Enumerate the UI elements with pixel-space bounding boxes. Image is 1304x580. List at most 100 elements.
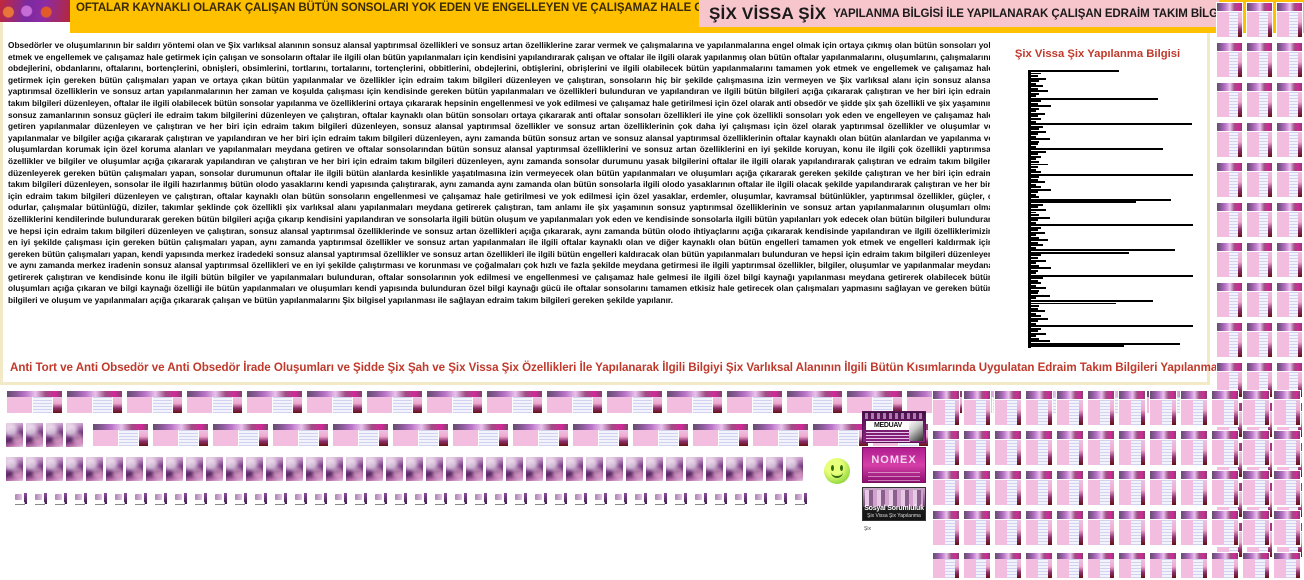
thumbnail-tile[interactable]: [306, 457, 323, 481]
thumbnail-tile[interactable]: [194, 492, 211, 509]
thumbnail-tile[interactable]: [514, 492, 531, 509]
thumbnail-tile[interactable]: [1216, 42, 1243, 79]
thumbnail-tile[interactable]: [963, 470, 991, 507]
thumbnail-tile[interactable]: [34, 492, 51, 509]
thumbnail-tile[interactable]: [266, 457, 283, 481]
thumbnail-tile[interactable]: [206, 457, 223, 481]
thumbnail-tile[interactable]: [1087, 470, 1115, 507]
thumbnail-tile[interactable]: [1025, 470, 1053, 507]
thumbnail-card-nomex[interactable]: NOMEX: [862, 447, 926, 483]
thumbnail-tile[interactable]: [1056, 510, 1084, 547]
thumbnail-tile[interactable]: [334, 492, 351, 509]
thumbnail-tile[interactable]: [6, 457, 23, 481]
thumbnail-tile[interactable]: [626, 457, 643, 481]
thumbnail-tile[interactable]: [474, 492, 491, 509]
thumbnail-tile[interactable]: [386, 457, 403, 481]
thumbnail-tile[interactable]: [1242, 470, 1270, 507]
thumbnail-tile[interactable]: [1149, 470, 1177, 507]
thumbnail-tile[interactable]: [932, 430, 960, 467]
thumbnail-tile[interactable]: [614, 492, 631, 509]
thumbnail-tile[interactable]: [212, 423, 269, 448]
thumbnail-tile[interactable]: [932, 552, 960, 580]
thumbnail-tile[interactable]: [86, 457, 103, 481]
thumbnail-tile[interactable]: [1246, 42, 1273, 79]
thumbnail-tile[interactable]: [1180, 390, 1208, 427]
thumbnail-tile[interactable]: [434, 492, 451, 509]
thumbnail-tile[interactable]: [1246, 2, 1273, 39]
thumbnail-tile[interactable]: [786, 390, 843, 415]
thumbnail-tile[interactable]: [1180, 470, 1208, 507]
thumbnail-tile[interactable]: [1216, 162, 1243, 199]
thumbnail-tile[interactable]: [666, 457, 683, 481]
thumbnail-tile[interactable]: [174, 492, 191, 509]
thumbnail-tile[interactable]: [1273, 470, 1301, 507]
thumbnail-tile[interactable]: [1276, 322, 1303, 359]
thumbnail-tile[interactable]: [1242, 552, 1270, 580]
thumbnail-tile[interactable]: [1246, 202, 1273, 239]
thumbnail-tile[interactable]: [1025, 510, 1053, 547]
thumbnail-tile[interactable]: [606, 390, 663, 415]
thumbnail-tile[interactable]: [566, 457, 583, 481]
thumbnail-tile[interactable]: [272, 423, 329, 448]
thumbnail-tile[interactable]: [734, 492, 751, 509]
thumbnail-tile[interactable]: [366, 390, 423, 415]
thumbnail-tile[interactable]: [314, 492, 331, 509]
thumbnail-tile[interactable]: [574, 492, 591, 509]
thumbnail-tile[interactable]: [1149, 430, 1177, 467]
thumbnail-tile[interactable]: [766, 457, 783, 481]
thumbnail-tile[interactable]: [1276, 122, 1303, 159]
thumbnail-tile[interactable]: [586, 457, 603, 481]
thumbnail-tile[interactable]: [512, 423, 569, 448]
thumbnail-tile[interactable]: [932, 510, 960, 547]
thumbnail-tile[interactable]: [66, 390, 123, 415]
thumbnail-tile[interactable]: [994, 470, 1022, 507]
thumbnail-tile[interactable]: [306, 390, 363, 415]
thumbnail-tile[interactable]: [452, 423, 509, 448]
thumbnail-tile[interactable]: [246, 457, 263, 481]
thumbnail-tile[interactable]: [26, 457, 43, 481]
thumbnail-tile[interactable]: [346, 457, 363, 481]
thumbnail-tile[interactable]: [46, 457, 63, 481]
thumbnail-tile[interactable]: [294, 492, 311, 509]
thumbnail-tile[interactable]: [752, 423, 809, 448]
thumbnail-tile[interactable]: [666, 390, 723, 415]
thumbnail-tile[interactable]: [454, 492, 471, 509]
thumbnail-tile[interactable]: [1056, 390, 1084, 427]
thumbnail-tile[interactable]: [186, 457, 203, 481]
thumbnail-tile[interactable]: [1180, 510, 1208, 547]
thumbnail-tile[interactable]: [754, 492, 771, 509]
thumbnail-tile[interactable]: [14, 492, 31, 509]
thumbnail-tile[interactable]: [694, 492, 711, 509]
thumbnail-tile[interactable]: [1149, 390, 1177, 427]
thumbnail-tile[interactable]: [1246, 322, 1273, 359]
thumbnail-tile[interactable]: [1025, 390, 1053, 427]
thumbnail-tile[interactable]: [1276, 82, 1303, 119]
thumbnail-tile[interactable]: [1180, 552, 1208, 580]
thumbnail-tile[interactable]: [726, 457, 743, 481]
thumbnail-tile[interactable]: [1216, 242, 1243, 279]
thumbnail-tile[interactable]: [126, 390, 183, 415]
thumbnail-tile[interactable]: [1246, 162, 1273, 199]
thumbnail-tile[interactable]: [572, 423, 629, 448]
thumbnail-tile[interactable]: [166, 457, 183, 481]
thumbnail-tile[interactable]: [126, 457, 143, 481]
thumbnail-tile[interactable]: [1149, 510, 1177, 547]
thumbnail-tile[interactable]: [932, 470, 960, 507]
thumbnail-tile[interactable]: [1273, 430, 1301, 467]
thumbnail-tile[interactable]: [1216, 82, 1243, 119]
thumbnail-tile[interactable]: [1273, 390, 1301, 427]
thumbnail-tile[interactable]: [1246, 122, 1273, 159]
thumbnail-tile[interactable]: [1242, 390, 1270, 427]
thumbnail-tile[interactable]: [146, 457, 163, 481]
thumbnail-tile[interactable]: [1056, 552, 1084, 580]
thumbnail-tile[interactable]: [1276, 2, 1303, 39]
thumbnail-tile[interactable]: [226, 457, 243, 481]
thumbnail-tile[interactable]: [546, 457, 563, 481]
thumbnail-tile[interactable]: [414, 492, 431, 509]
thumbnail-tile[interactable]: [1211, 510, 1239, 547]
thumbnail-tile[interactable]: [554, 492, 571, 509]
thumbnail-tile[interactable]: [92, 423, 149, 448]
thumbnail-tile[interactable]: [674, 492, 691, 509]
thumbnail-tile[interactable]: [1276, 242, 1303, 279]
thumbnail-tile[interactable]: [494, 492, 511, 509]
